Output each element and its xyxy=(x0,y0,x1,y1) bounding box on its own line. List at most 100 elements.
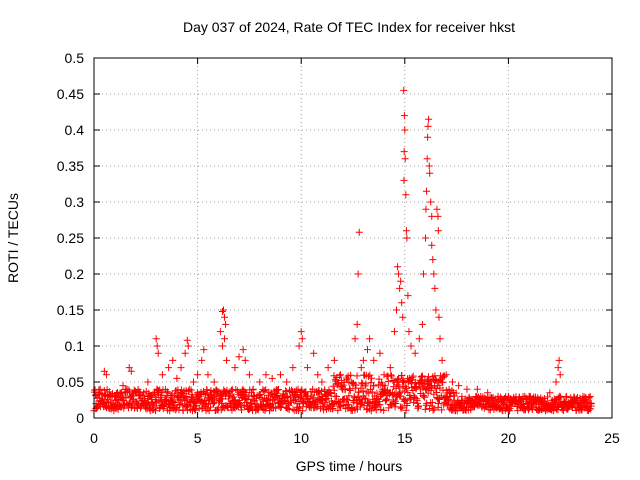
baseline-point xyxy=(192,406,200,414)
baseline-point xyxy=(272,404,280,412)
baseline-point xyxy=(308,392,316,400)
data-point xyxy=(353,320,361,328)
baseline-point xyxy=(289,405,297,413)
baseline-point xyxy=(419,384,427,392)
data-point xyxy=(424,122,432,130)
baseline-point xyxy=(185,385,193,393)
data-point xyxy=(428,212,436,220)
baseline-point xyxy=(187,386,195,394)
baseline-point xyxy=(249,385,257,393)
data-point xyxy=(422,234,430,242)
data-point xyxy=(330,356,338,364)
baseline-point xyxy=(383,395,391,403)
baseline-point xyxy=(388,372,396,380)
baseline-point xyxy=(372,406,380,414)
baseline-point xyxy=(367,407,375,415)
baseline-point xyxy=(436,395,444,403)
data-point xyxy=(158,371,166,379)
baseline-point xyxy=(376,401,384,409)
baseline-point xyxy=(316,405,324,413)
data-point xyxy=(223,356,231,364)
baseline-point xyxy=(381,397,389,405)
baseline-point xyxy=(544,393,552,401)
baseline-point xyxy=(498,406,506,414)
baseline-point xyxy=(427,387,435,395)
data-point xyxy=(494,392,502,400)
baseline-point xyxy=(440,372,448,380)
baseline-point xyxy=(330,386,338,394)
baseline-point xyxy=(236,399,244,407)
baseline-point xyxy=(398,371,406,379)
baseline-point xyxy=(360,401,368,409)
data-point xyxy=(423,187,431,195)
baseline-point xyxy=(242,391,250,399)
baseline-point xyxy=(439,378,447,386)
baseline-point xyxy=(336,372,344,380)
data-point xyxy=(386,364,394,372)
data-point xyxy=(351,335,359,343)
baseline-point xyxy=(238,406,246,414)
y-tick-label: 0 xyxy=(76,410,84,426)
baseline-point xyxy=(281,397,289,405)
data-point xyxy=(345,378,353,386)
data-point xyxy=(400,86,408,94)
baseline-point xyxy=(422,385,430,393)
y-tick-label: 0.5 xyxy=(65,50,85,66)
data-point xyxy=(422,205,430,213)
baseline-points xyxy=(90,371,595,415)
data-point xyxy=(430,270,438,278)
data-point xyxy=(425,162,433,170)
data-point xyxy=(210,378,218,386)
baseline-point xyxy=(362,395,370,403)
baseline-point xyxy=(207,403,215,411)
baseline-point xyxy=(284,404,292,412)
data-point xyxy=(127,367,135,375)
baseline-point xyxy=(353,372,361,380)
data-point xyxy=(473,385,481,393)
data-point xyxy=(283,378,291,386)
baseline-point xyxy=(327,390,335,398)
baseline-point xyxy=(587,405,595,413)
baseline-point xyxy=(366,371,374,379)
data-point xyxy=(455,382,463,390)
baseline-point xyxy=(163,388,171,396)
data-point xyxy=(324,364,332,372)
baseline-point xyxy=(432,385,440,393)
baseline-point xyxy=(381,382,389,390)
baseline-point xyxy=(375,375,383,383)
data-point xyxy=(198,356,206,364)
data-point xyxy=(552,378,560,386)
data-point xyxy=(173,374,181,382)
baseline-point xyxy=(415,403,423,411)
y-tick-label: 0.15 xyxy=(57,302,84,318)
data-point xyxy=(222,320,230,328)
baseline-point xyxy=(283,392,291,400)
data-point xyxy=(364,346,372,354)
baseline-point xyxy=(382,388,390,396)
data-point xyxy=(221,335,229,343)
baseline-point xyxy=(225,391,233,399)
baseline-point xyxy=(334,406,342,414)
baseline-point xyxy=(387,400,395,408)
x-tick-label: 0 xyxy=(90,430,98,446)
data-point xyxy=(376,349,384,357)
baseline-point xyxy=(402,384,410,392)
baseline-point xyxy=(261,405,269,413)
data-point xyxy=(303,364,311,372)
data-point xyxy=(218,342,226,350)
data-point xyxy=(504,392,512,400)
data-point xyxy=(241,356,249,364)
baseline-point xyxy=(172,387,180,395)
data-point xyxy=(562,392,570,400)
data-point xyxy=(390,328,398,336)
baseline-point xyxy=(191,399,199,407)
baseline-point xyxy=(395,382,403,390)
baseline-point xyxy=(282,387,290,395)
baseline-point xyxy=(203,389,211,397)
data-point xyxy=(426,169,434,177)
data-point xyxy=(525,392,533,400)
axis-ticks: 0 0.05 0.1 0.15 0.2 0.25 0.3 0.35 0.4 0.45 0.5 0 5 10… xyxy=(57,50,620,446)
data-point xyxy=(177,364,185,372)
baseline-point xyxy=(409,386,417,394)
baseline-point xyxy=(401,396,409,404)
